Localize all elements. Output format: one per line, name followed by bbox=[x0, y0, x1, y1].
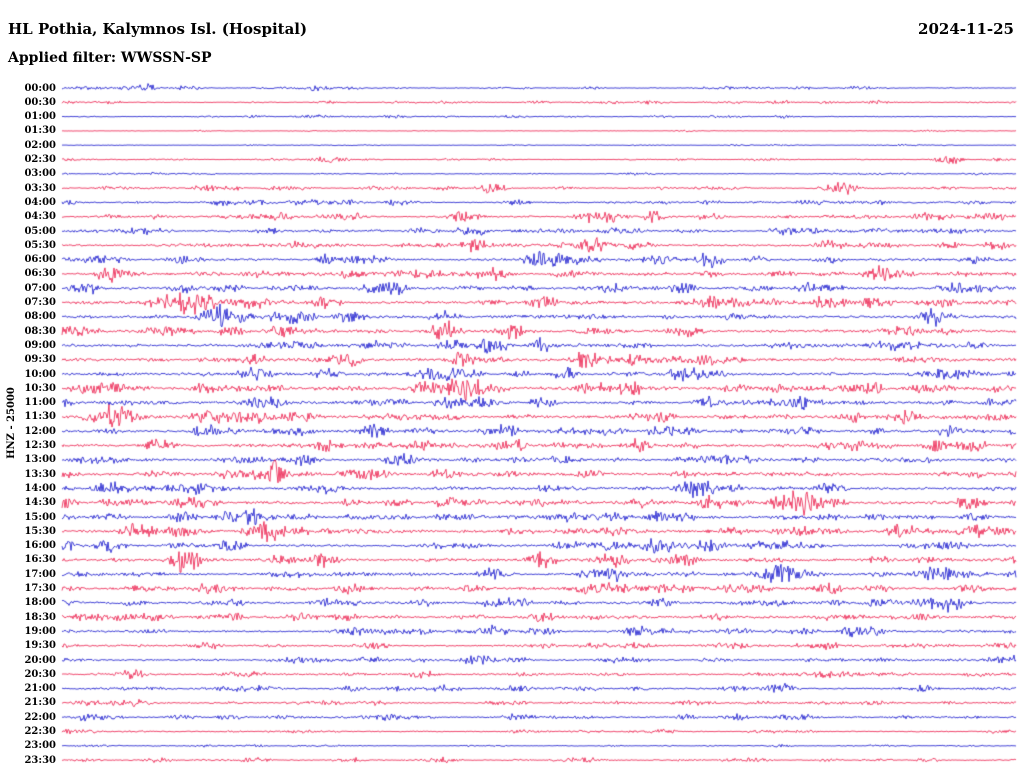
time-label: 18:00 bbox=[24, 597, 56, 609]
time-label: 07:00 bbox=[24, 282, 56, 294]
time-label: 22:30 bbox=[24, 726, 56, 737]
time-label: 15:00 bbox=[24, 511, 56, 523]
time-label: 04:30 bbox=[24, 211, 56, 223]
time-label: 20:30 bbox=[24, 668, 56, 680]
time-label: 05:30 bbox=[24, 239, 56, 251]
date-label: 2024-11-25 bbox=[918, 20, 1014, 38]
time-label: 11:00 bbox=[24, 397, 56, 409]
time-label: 18:30 bbox=[24, 611, 56, 623]
time-label: 14:30 bbox=[24, 497, 56, 509]
station-title: HL Pothia, Kalymnos Isl. (Hospital) bbox=[8, 20, 308, 38]
time-label: 02:00 bbox=[24, 139, 56, 151]
time-label: 16:00 bbox=[24, 540, 56, 552]
time-label: 00:00 bbox=[24, 82, 56, 94]
time-label: 13:00 bbox=[24, 454, 56, 466]
time-label: 21:00 bbox=[24, 683, 56, 695]
time-label: 13:30 bbox=[24, 468, 56, 480]
time-label: 12:00 bbox=[24, 425, 56, 437]
filter-label: Applied filter: WWSSN-SP bbox=[8, 50, 212, 66]
time-label: 10:30 bbox=[24, 382, 56, 394]
time-label: 01:00 bbox=[24, 111, 56, 123]
time-label: 17:30 bbox=[24, 583, 56, 594]
time-label: 15:30 bbox=[24, 525, 56, 537]
time-label: 16:30 bbox=[24, 554, 56, 566]
time-label: 09:30 bbox=[24, 354, 56, 366]
time-label: 12:30 bbox=[24, 440, 56, 451]
time-label: 08:30 bbox=[24, 325, 56, 337]
time-label: 00:30 bbox=[24, 96, 56, 108]
time-label: 23:30 bbox=[24, 754, 56, 766]
time-label: 03:00 bbox=[24, 168, 56, 180]
time-label: 02:30 bbox=[24, 154, 56, 165]
time-label: 20:00 bbox=[24, 654, 56, 666]
time-label: 08:00 bbox=[24, 311, 56, 323]
time-label: 21:30 bbox=[24, 697, 56, 709]
time-label: 07:30 bbox=[24, 297, 56, 308]
time-label: 01:30 bbox=[24, 125, 56, 137]
time-label: 06:00 bbox=[24, 254, 56, 266]
time-label: 23:00 bbox=[24, 740, 56, 752]
time-label: 10:00 bbox=[24, 368, 56, 380]
time-label: 22:00 bbox=[24, 711, 56, 723]
time-label: 05:00 bbox=[24, 225, 56, 237]
time-label: 09:00 bbox=[24, 339, 56, 351]
time-label: 03:30 bbox=[24, 182, 56, 194]
time-label: 19:00 bbox=[24, 625, 56, 637]
time-label: 11:30 bbox=[24, 411, 56, 423]
time-label: 04:00 bbox=[24, 196, 56, 208]
time-label: 19:30 bbox=[24, 640, 56, 652]
time-label: 14:00 bbox=[24, 482, 56, 494]
time-label: 17:00 bbox=[24, 568, 56, 580]
time-label: 06:30 bbox=[24, 268, 56, 280]
